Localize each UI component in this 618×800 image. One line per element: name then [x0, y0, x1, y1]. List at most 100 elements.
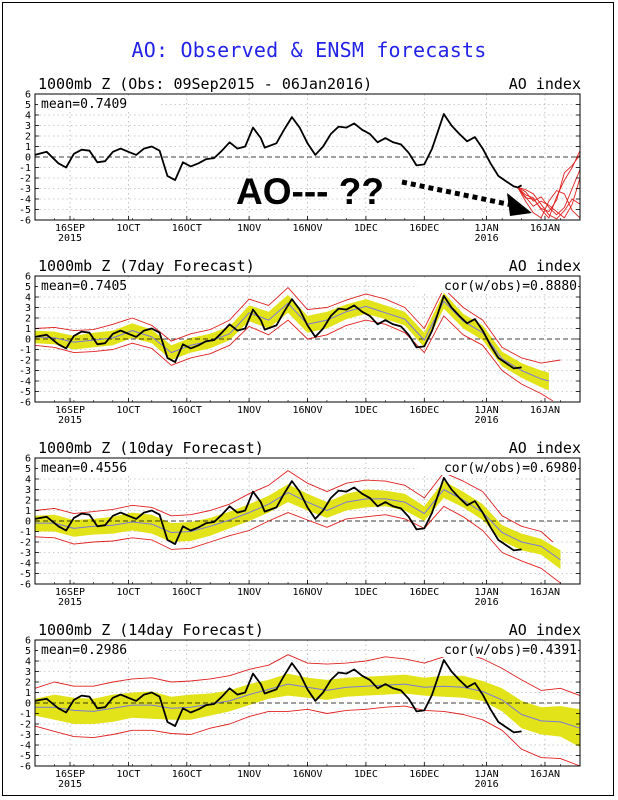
- panel-1-series-ensemble-member: [517, 169, 581, 216]
- panel-3-ytick-label: 0: [25, 517, 31, 528]
- panel-1-stat-left-bg: [38, 96, 158, 111]
- panel-3-xtick-label: 1OCT: [116, 587, 140, 598]
- panel-3-ytick-label: -3: [19, 548, 31, 559]
- panel-3-spread-band: [35, 481, 561, 570]
- panel-2-xtick-label: 16DEC: [409, 405, 439, 416]
- panel-3-xtick-label: 16DEC: [409, 587, 439, 598]
- panel-4-xtick-label: 16SEP: [55, 769, 85, 780]
- panel-2-ytick-label: 5: [25, 282, 31, 293]
- panel-1-xtick-label: 1JAN: [475, 223, 499, 234]
- panel-2-ytick-label: 1: [25, 324, 31, 335]
- panel-3-xtick-year: 2015: [58, 597, 82, 608]
- panel-4-xtick-label: 16DEC: [409, 769, 439, 780]
- panel-2-xtick-year: 2016: [475, 415, 499, 426]
- panel-3-xtick-label: 16NOV: [292, 587, 322, 598]
- panel-1-series-ensemble-member: [517, 150, 581, 219]
- panel-2-ytick-label: 4: [25, 293, 31, 304]
- panel-4-xtick-year: 2016: [475, 779, 499, 790]
- panel-1-ytick-label: -1: [19, 163, 31, 174]
- panel-1-ytick-label: -2: [19, 174, 31, 185]
- panel-3-xtick-label: 16OCT: [172, 587, 202, 598]
- panel-1-series-ensemble-member: [517, 186, 581, 220]
- panel-2-ytick-label: 6: [25, 272, 31, 283]
- panel-3-ytick-label: 6: [25, 454, 31, 465]
- panel-3-xtick-label: 1JAN: [475, 587, 499, 598]
- panel-3-ytick-label: 3: [25, 485, 31, 496]
- panel-3-xtick-label: 1DEC: [354, 587, 378, 598]
- panel-1-right-title: AO index: [509, 75, 581, 93]
- panel-4-xtick-year: 2015: [58, 779, 82, 790]
- panel-3-xtick-label: 16JAN: [530, 587, 560, 598]
- panel-4-ytick-label: 1: [25, 688, 31, 699]
- panel-4-stat-mean: mean=0.2986: [41, 643, 127, 658]
- annotation-arrow-shaft: [401, 179, 513, 208]
- panel-1-ytick-label: 5: [25, 100, 31, 111]
- panel-2-ytick-label: 3: [25, 303, 31, 314]
- panel-4-ytick-label: 0: [25, 699, 31, 710]
- panel-1-ytick-label: 6: [25, 90, 31, 101]
- panel-2-xtick-label: 1JAN: [475, 405, 499, 416]
- panel-3-ytick-label: -6: [19, 580, 31, 591]
- panel-4-ytick-label: 2: [25, 678, 31, 689]
- panel-2-ytick-label: 0: [25, 335, 31, 346]
- panel-1-series-ensemble-member: [517, 154, 581, 213]
- panel-2-series-ensemble-mean: [34, 300, 550, 382]
- panel-2-xtick-label: 16OCT: [172, 405, 202, 416]
- panel-2-xtick-label: 16SEP: [55, 405, 85, 416]
- panel-1-ytick-label: 1: [25, 142, 31, 153]
- panel-3-ytick-label: 1: [25, 506, 31, 517]
- panel-4-ytick-label: 5: [25, 646, 31, 657]
- panel-3-title: 1000mb Z (10day Forecast): [38, 439, 264, 457]
- figure-title: AO: Observed & ENSM forecasts: [131, 38, 487, 62]
- panel-3-xtick-year: 2016: [475, 597, 499, 608]
- panel-3-stat-right-bg: [418, 460, 578, 475]
- annotation-text: AO--- ??: [236, 171, 384, 212]
- panel-4-xtick-label: 1DEC: [354, 769, 378, 780]
- panel-1-xtick-label: 16NOV: [292, 223, 322, 234]
- panel-4-ytick-label: 6: [25, 636, 31, 647]
- panel-2-xtick-year: 2015: [58, 415, 82, 426]
- panel-2-stat-right-bg: [418, 278, 578, 293]
- panel-4-series-observed: [34, 659, 522, 734]
- panel-1-xtick-label: 1NOV: [237, 223, 261, 234]
- panel-1-series-ensemble-member: [517, 187, 581, 219]
- panel-4-series-ensemble-member: [34, 705, 581, 767]
- panel-1-xtick-label: 16SEP: [55, 223, 85, 234]
- panel-2-ytick-label: -5: [19, 387, 31, 398]
- panel-4-xtick-label: 1NOV: [237, 769, 261, 780]
- panel-4-ytick-label: -5: [19, 751, 31, 762]
- panel-2-stat-mean: mean=0.7405: [41, 279, 127, 294]
- panel-1-ytick-label: 3: [25, 121, 31, 132]
- panel-2-ytick-label: -6: [19, 398, 31, 409]
- panel-1-xtick-label: 16JAN: [530, 223, 560, 234]
- panel-2-ytick-label: 2: [25, 314, 31, 325]
- panel-3-ytick-label: 5: [25, 464, 31, 475]
- panel-3-ytick-label: -5: [19, 569, 31, 580]
- panel-1-xtick-year: 2016: [475, 233, 499, 244]
- panel-2-ytick-label: -2: [19, 356, 31, 367]
- panel-2-spread-band: [35, 292, 549, 391]
- panel-1-xtick-label: 1OCT: [116, 223, 140, 234]
- panel-4-ytick-label: -6: [19, 762, 31, 773]
- panel-2-xtick-label: 16NOV: [292, 405, 322, 416]
- panel-4-series-ensemble-member: [34, 652, 581, 697]
- panel-1-title: 1000mb Z (Obs: 09Sep2015 - 06Jan2016): [38, 75, 372, 93]
- panel-4-xtick-label: 1JAN: [475, 769, 499, 780]
- panel-2-stat-left-bg: [38, 278, 158, 293]
- panel-3-series-ensemble-member: [34, 470, 554, 543]
- panel-4-xtick-label: 1OCT: [116, 769, 140, 780]
- panel-3-right-title: AO index: [509, 439, 581, 457]
- panel-3-stat-left-bg: [38, 460, 158, 475]
- panel-1-xtick-label: 16OCT: [172, 223, 202, 234]
- panel-4-stat-left-bg: [38, 642, 158, 657]
- panel-2-ytick-label: -3: [19, 366, 31, 377]
- panel-1-xtick-year: 2015: [58, 233, 82, 244]
- panel-3-series-ensemble-member: [34, 505, 561, 584]
- panel-1-series-ensemble-member: [517, 177, 581, 219]
- panel-4-stat-correlation: cor(w/obs)=0.4391: [444, 643, 577, 658]
- panel-2-title: 1000mb Z (7day Forecast): [38, 257, 255, 275]
- panel-3-xtick-label: 16SEP: [55, 587, 85, 598]
- panel-4-right-title: AO index: [509, 621, 581, 639]
- panel-1-xtick-label: 1DEC: [354, 223, 378, 234]
- panel-3-stat-correlation: cor(w/obs)=0.6980: [444, 461, 577, 476]
